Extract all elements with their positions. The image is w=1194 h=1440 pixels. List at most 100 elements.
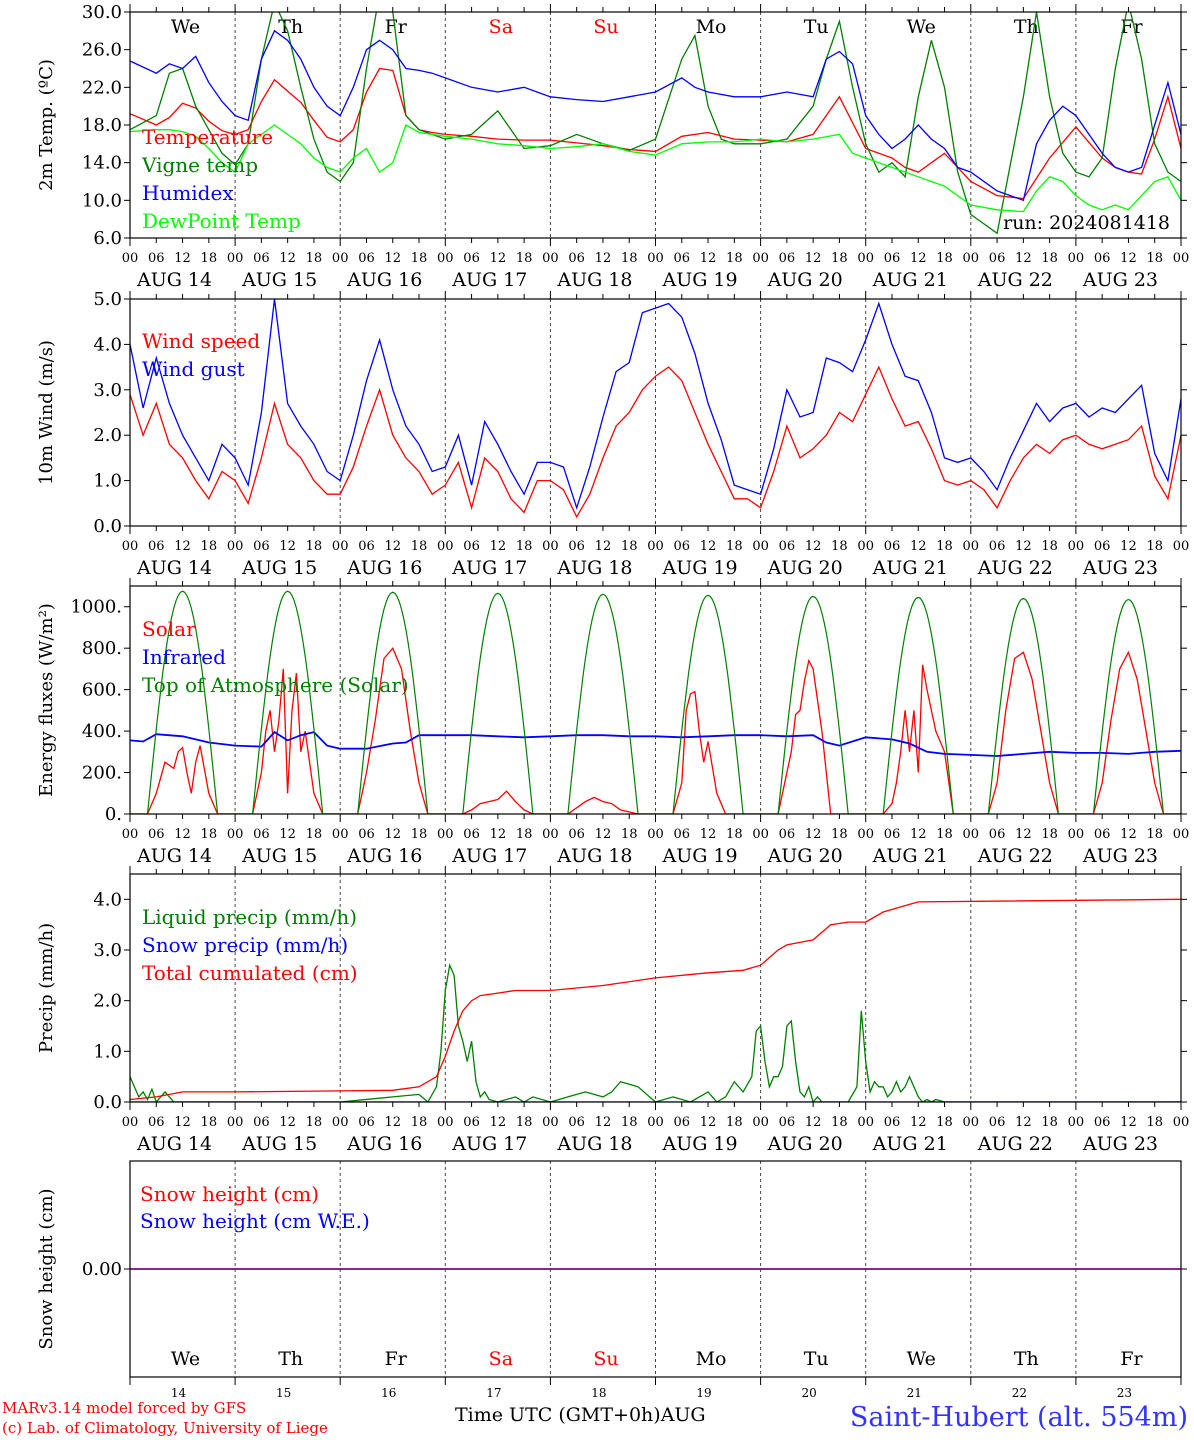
hour-tick-label: 18 [411, 827, 428, 842]
hour-tick-label: 12 [384, 1115, 401, 1130]
legend-entry: Solar [142, 617, 196, 641]
date-label: AUG 15 [241, 845, 317, 867]
series-line-humidex [130, 29, 1181, 202]
hour-tick-label: 12 [700, 539, 717, 554]
y-tick-label: 4.0 [93, 334, 122, 355]
day-abbr-label: We [907, 1348, 936, 1370]
hour-tick-label: 06 [253, 827, 270, 842]
day-abbr-label: We [171, 1348, 200, 1370]
date-label: AUG 18 [556, 557, 632, 579]
day-abbr-label: Th [278, 1348, 303, 1370]
hour-tick-label: 18 [516, 539, 533, 554]
hour-tick-label: 12 [595, 827, 612, 842]
hour-tick-label: 06 [674, 827, 691, 842]
y-tick-label: 200. [82, 763, 122, 784]
hour-tick-label: 06 [358, 539, 375, 554]
plot-frame [129, 298, 1182, 527]
hour-tick-label: 18 [411, 539, 428, 554]
y-tick-label: 0. [105, 804, 122, 825]
hour-tick-label: 00 [752, 539, 769, 554]
plot-frame [129, 585, 1182, 815]
series-line-solar [130, 646, 1181, 814]
hour-tick-label: 12 [174, 251, 191, 266]
date-label: AUG 17 [451, 845, 527, 867]
hour-tick-label: 00 [963, 251, 980, 266]
date-label: AUG 22 [977, 269, 1053, 291]
date-label: AUG 19 [661, 1133, 737, 1155]
day-abbr-label: Mo [696, 16, 727, 38]
hour-tick-label: 12 [384, 251, 401, 266]
date-label: AUG 17 [451, 557, 527, 579]
hour-tick-label: 06 [989, 539, 1006, 554]
hour-tick-label: 00 [647, 1115, 664, 1130]
hour-tick-label: 18 [1041, 827, 1058, 842]
hour-tick-label: 18 [936, 251, 953, 266]
series-line-infrared [130, 730, 1181, 757]
hour-tick-label: 00 [963, 827, 980, 842]
y-tick-label: 0.0 [93, 1092, 122, 1113]
y-tick-label: 2.0 [93, 991, 122, 1012]
day-abbr-label: Su [593, 1348, 618, 1370]
day-abbr-label: We [907, 16, 936, 38]
hour-tick-label: 12 [595, 251, 612, 266]
hour-tick-label: 12 [700, 1115, 717, 1130]
y-axis-label: 10m Wind (m/s) [36, 340, 57, 485]
day-number-label: 18 [591, 1386, 606, 1400]
hour-tick-label: 12 [700, 827, 717, 842]
hour-tick-label: 18 [201, 827, 218, 842]
date-label: AUG 18 [556, 1133, 632, 1155]
hour-tick-label: 00 [1173, 1115, 1190, 1130]
hour-tick-label: 00 [1068, 251, 1085, 266]
date-label: AUG 21 [872, 1133, 948, 1155]
hour-tick-label: 00 [857, 251, 874, 266]
y-axis-label: Precip (mm/h) [36, 923, 57, 1053]
hour-tick-label: 06 [884, 251, 901, 266]
date-label: AUG 20 [767, 269, 843, 291]
hour-tick-label: 06 [674, 251, 691, 266]
series-line-toa-solar [130, 590, 1181, 814]
legend-entry: Humidex [142, 181, 234, 205]
y-tick-label: 1.0 [93, 1041, 122, 1062]
hour-tick-label: 00 [752, 827, 769, 842]
date-label: AUG 19 [661, 845, 737, 867]
date-label: AUG 14 [136, 557, 212, 579]
date-label: AUG 20 [767, 557, 843, 579]
day-number-label: 16 [381, 1386, 396, 1400]
hour-tick-label: 06 [148, 251, 165, 266]
legend-entry: DewPoint Temp [142, 209, 301, 233]
hour-tick-label: 18 [411, 1115, 428, 1130]
panel-wind: 0.0 1.0 2.0 3.0 4.0 5.0 10m Wind (m/s) 00 06 12 18… [36, 289, 1189, 579]
legend-entry: Wind gust [142, 357, 245, 381]
hour-tick-label: 00 [122, 827, 139, 842]
date-label: AUG 14 [136, 845, 212, 867]
y-tick-label: 3.0 [93, 940, 122, 961]
day-abbr-label: Th [1014, 16, 1039, 38]
hour-tick-label: 18 [621, 827, 638, 842]
hour-tick-label: 18 [201, 251, 218, 266]
date-label: AUG 21 [872, 269, 948, 291]
day-number-label: 17 [486, 1386, 501, 1400]
legend-entry: Total cumulated (cm) [142, 961, 358, 985]
hour-tick-label: 06 [779, 539, 796, 554]
date-label: AUG 23 [1082, 557, 1158, 579]
hour-tick-label: 12 [1015, 251, 1032, 266]
time-label: Time UTC (GMT+0h) [455, 1404, 661, 1426]
hour-tick-label: 06 [463, 251, 480, 266]
hour-tick-label: 18 [726, 1115, 743, 1130]
hour-tick-label: 12 [805, 539, 822, 554]
hour-tick-label: 12 [279, 539, 296, 554]
hour-tick-label: 18 [726, 539, 743, 554]
date-label: AUG 19 [661, 557, 737, 579]
hour-tick-label: 18 [831, 539, 848, 554]
date-label: AUG 23 [1082, 845, 1158, 867]
hour-tick-label: 18 [1146, 539, 1163, 554]
panel-snow: 0.00 Snow height (cm) 14 15 16 17 18 19 20 21 22 23… [36, 1160, 1187, 1400]
hour-tick-label: 12 [910, 1115, 927, 1130]
y-tick-label: 4.0 [93, 889, 122, 910]
date-label: AUG 21 [872, 845, 948, 867]
hour-tick-label: 06 [568, 251, 585, 266]
hour-tick-label: 18 [306, 539, 323, 554]
date-label: AUG 18 [556, 269, 632, 291]
hour-tick-label: 12 [490, 1115, 507, 1130]
hour-tick-label: 00 [227, 539, 244, 554]
